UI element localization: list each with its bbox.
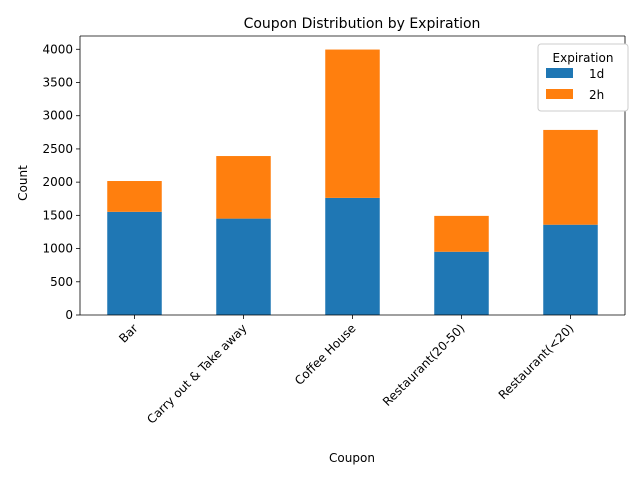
y-tick-label: 1500 (42, 208, 73, 222)
y-tick-label: 3500 (42, 76, 73, 90)
bar-1d-4 (543, 224, 598, 315)
bar-2h-2 (325, 49, 380, 198)
legend-label-1d: 1d (589, 67, 604, 81)
bar-1d-2 (325, 197, 380, 315)
bar-1d-0 (107, 211, 162, 315)
y-axis-title: Count (16, 165, 30, 201)
x-tick-label: Bar (116, 321, 140, 345)
x-tick-label: Coffee House (292, 321, 359, 388)
y-tick-label: 2000 (42, 175, 73, 189)
y-tick-label: 500 (50, 275, 73, 289)
bar-2h-1 (216, 156, 271, 219)
legend: Expiration 1d 2h (537, 43, 629, 112)
x-tick-label: Restaurant(20-50) (380, 321, 468, 409)
x-axis-title: Coupon (329, 451, 375, 465)
x-tick-label: Carry out & Take away (144, 321, 249, 426)
y-tick-label: 0 (65, 308, 73, 322)
bar-1d-3 (434, 251, 489, 315)
y-tick-label: 4000 (42, 42, 73, 56)
legend-title: Expiration (553, 51, 614, 65)
x-tick-label: Restaurant(<20) (496, 321, 577, 402)
bar-2h-3 (434, 215, 489, 252)
bar-1d-1 (216, 218, 271, 315)
legend-label-2h: 2h (589, 88, 604, 102)
bar-2h-0 (107, 181, 162, 212)
legend-swatch-1d (546, 68, 573, 78)
y-tick-label: 2500 (42, 142, 73, 156)
y-tick-label: 3000 (42, 109, 73, 123)
chart-title: Coupon Distribution by Expiration (244, 16, 481, 32)
y-tick-label: 1000 (42, 242, 73, 256)
bar-2h-4 (543, 129, 598, 225)
legend-swatch-2h (546, 89, 573, 99)
